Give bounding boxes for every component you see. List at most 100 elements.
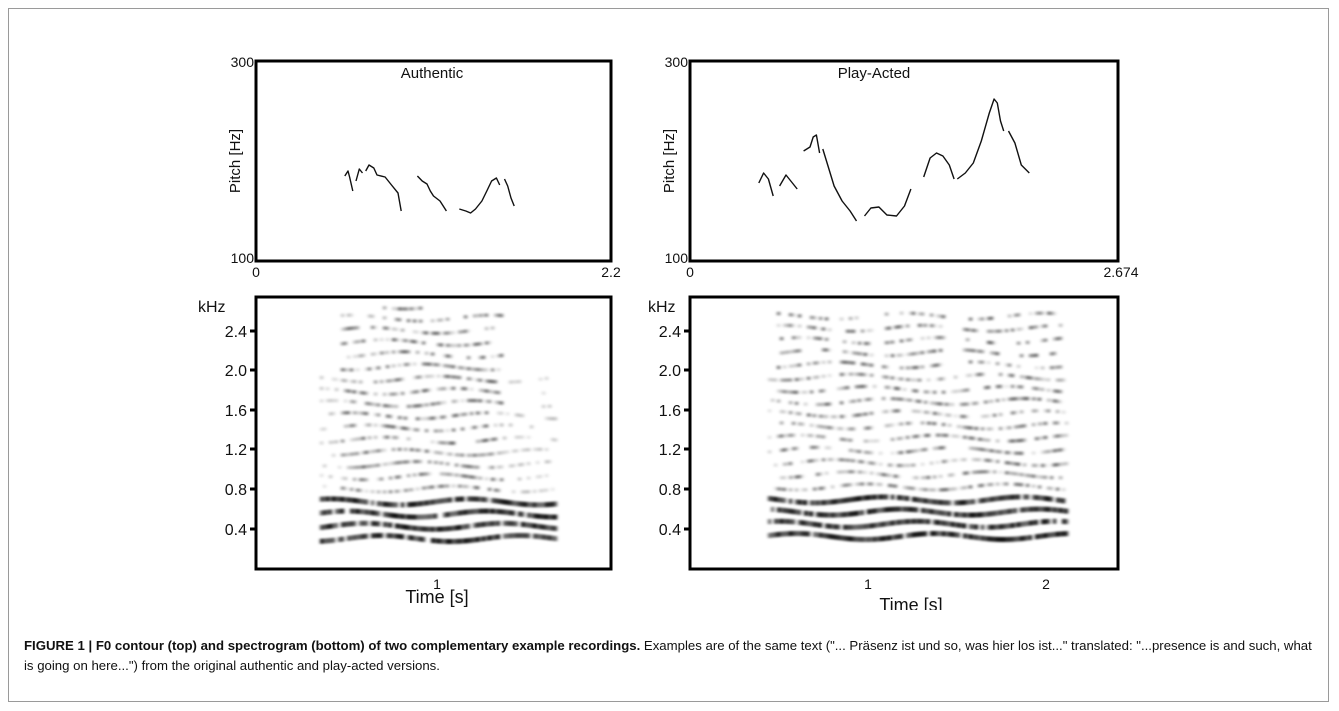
- spectrogram-cell: [410, 535, 414, 541]
- spectrogram-cell: [849, 458, 853, 463]
- spectrogram-cell: [500, 401, 504, 405]
- spectrogram-cell: [1050, 311, 1054, 316]
- spectrogram-cell: [900, 506, 904, 512]
- spectrogram-cell: [984, 448, 988, 452]
- spectrogram-cell: [927, 498, 931, 504]
- spectrogram-cell: [957, 512, 961, 518]
- spectrogram-cell: [1032, 484, 1036, 488]
- spectrogram-cell: [945, 500, 949, 506]
- spectrogram-cell: [861, 510, 865, 516]
- spectrogram-cell: [816, 472, 820, 477]
- spectrogram-cell: [383, 351, 387, 355]
- spectrogram-cell: [894, 386, 898, 391]
- spectrogram-cell: [969, 499, 973, 505]
- spectrogram-cell: [323, 496, 327, 502]
- spectrogram-cell: [419, 319, 423, 323]
- spectrogram-cell: [897, 534, 901, 540]
- spectrogram-cell: [966, 388, 970, 392]
- spectrogram-cell: [467, 343, 471, 347]
- spectrogram-cell: [551, 501, 555, 507]
- pitch-segment: [822, 148, 858, 222]
- spectrogram-cell: [1038, 422, 1042, 426]
- spectrogram-cell: [885, 385, 889, 390]
- spectrogram-cell: [395, 435, 399, 440]
- spectrogram-cell: [1026, 473, 1030, 478]
- spectrogram-cell: [933, 519, 937, 525]
- spectrogram-cell: [846, 385, 850, 390]
- spectrogram-cell: [948, 402, 952, 407]
- spectrogram-cell: [864, 426, 868, 431]
- spectrogram-cell: [425, 416, 429, 421]
- spectrogram-cell: [834, 524, 838, 530]
- spectrogram-cell: [446, 441, 450, 445]
- spectrogram-cell: [900, 495, 904, 501]
- spectrogram-cell: [1026, 520, 1030, 526]
- spectrogram-cell: [392, 533, 396, 539]
- spectrogram-cell: [963, 402, 967, 407]
- spectrogram-cell: [356, 339, 360, 344]
- spectrogram-cell: [915, 531, 919, 537]
- spectrogram-cell: [1035, 397, 1039, 401]
- spectrogram-cell: [897, 474, 901, 479]
- spectrogram-cell: [1050, 475, 1054, 480]
- spectrogram-cell: [485, 508, 489, 514]
- spectrogram-cell: [440, 472, 444, 476]
- spectrogram-cell: [500, 451, 504, 455]
- spectrogram-cell: [957, 532, 961, 538]
- spectrogram-cell: [969, 512, 973, 518]
- spectrogram-cell: [852, 372, 856, 376]
- spectrogram-cell: [323, 524, 327, 530]
- spectrogram-cell: [885, 473, 889, 477]
- spectrogram-cell: [422, 389, 426, 393]
- spectrogram-cell: [518, 511, 522, 517]
- spectrogram-cell: [1032, 409, 1036, 413]
- spectrogram-cell: [467, 496, 471, 502]
- spectrogram-cell: [813, 361, 817, 365]
- spectrogram-cell: [1011, 439, 1015, 443]
- spectrogram-cell: [398, 513, 402, 519]
- spectrogram-cell: [512, 463, 516, 468]
- spectrogram-cell: [804, 390, 808, 394]
- spectrogram-cell: [894, 325, 898, 330]
- spectrogram-cell: [485, 424, 489, 428]
- spectrogram-cell: [780, 351, 784, 355]
- spectrogram-cell: [867, 509, 871, 515]
- spectrogram-cell: [1029, 520, 1033, 526]
- spectrogram-cell: [984, 438, 988, 442]
- y-tick-label: 1.6: [659, 403, 681, 420]
- spectrogram-cell: [359, 477, 363, 482]
- spectrogram-cell: [428, 514, 432, 520]
- spectrogram-cell: [464, 315, 468, 319]
- spectrogram-cell: [921, 448, 925, 452]
- spectrogram-cell: [353, 400, 357, 404]
- spectrogram-cell: [452, 511, 456, 517]
- spectrogram-cell: [359, 465, 363, 469]
- spectrogram-cell: [416, 459, 420, 464]
- spectrogram-cell: [828, 425, 832, 430]
- spectrogram-cell: [380, 351, 384, 355]
- spectrogram-cell: [350, 521, 354, 527]
- spectrogram-cell: [395, 327, 399, 332]
- spectrogram-cell: [966, 337, 970, 342]
- spectrogram-cell: [873, 384, 877, 389]
- spectrogram-cell: [918, 365, 922, 369]
- spectrogram-cell: [1011, 411, 1015, 415]
- spectrogram-cell: [996, 459, 1000, 464]
- spectrogram-cell: [518, 533, 522, 539]
- spectrogram-cell: [822, 425, 826, 429]
- spectrogram-cell: [347, 452, 351, 457]
- spectrogram-cell: [1038, 506, 1042, 512]
- spectrogram-cell: [840, 372, 844, 377]
- spectrogram-cell: [786, 462, 790, 466]
- spectrogram-cell: [431, 485, 435, 489]
- spectrogram-cell: [386, 501, 390, 507]
- spectrogram-cell: [876, 536, 880, 542]
- spectrogram-unit-play-acted: kHz: [648, 299, 676, 316]
- spectrogram-cell: [428, 416, 432, 421]
- spectrogram-cell: [936, 433, 940, 437]
- spectrogram-cell: [383, 326, 387, 330]
- spectrogram-cell: [440, 461, 444, 465]
- spectrogram-cell: [440, 498, 444, 504]
- spectrogram-cell: [924, 400, 928, 404]
- spectrogram-cell: [996, 329, 1000, 333]
